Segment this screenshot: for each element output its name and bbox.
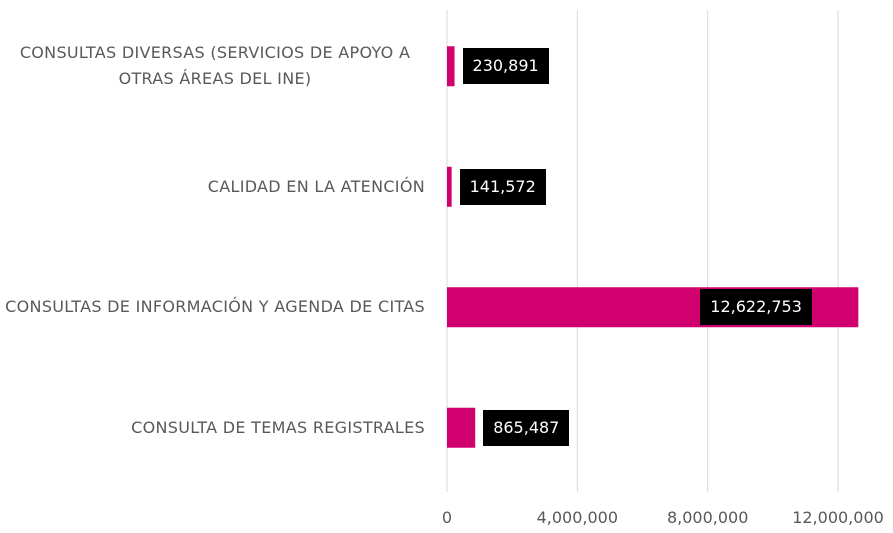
data-label: 230,891 bbox=[462, 48, 549, 85]
x-tick-label: 12,000,000 bbox=[792, 508, 884, 527]
bar bbox=[447, 166, 452, 207]
data-label: 141,572 bbox=[459, 168, 546, 205]
category-text: CALIDAD EN LA ATENCIÓN bbox=[207, 176, 425, 196]
data-label: 865,487 bbox=[483, 409, 570, 446]
bar bbox=[447, 46, 455, 87]
x-tick-label: 4,000,000 bbox=[536, 508, 619, 527]
x-tick-label: 8,000,000 bbox=[666, 508, 749, 527]
category-label: CONSULTAS DE INFORMACIÓN Y AGENDA DE CIT… bbox=[0, 294, 425, 320]
x-tick-label: 0 bbox=[441, 508, 453, 527]
category-label: CALIDAD EN LA ATENCIÓN bbox=[0, 174, 425, 200]
category-text: CONSULTAS DIVERSAS (SERVICIOS DE APOYO A… bbox=[19, 43, 411, 89]
bar bbox=[447, 407, 476, 448]
category-label: CONSULTAS DIVERSAS (SERVICIOS DE APOYO A… bbox=[0, 40, 425, 92]
category-text: CONSULTAS DE INFORMACIÓN Y AGENDA DE CIT… bbox=[5, 297, 425, 317]
category-text: CONSULTA DE TEMAS REGISTRALES bbox=[131, 417, 425, 437]
category-label: CONSULTA DE TEMAS REGISTRALES bbox=[0, 415, 425, 441]
data-label: 12,622,753 bbox=[700, 289, 812, 326]
